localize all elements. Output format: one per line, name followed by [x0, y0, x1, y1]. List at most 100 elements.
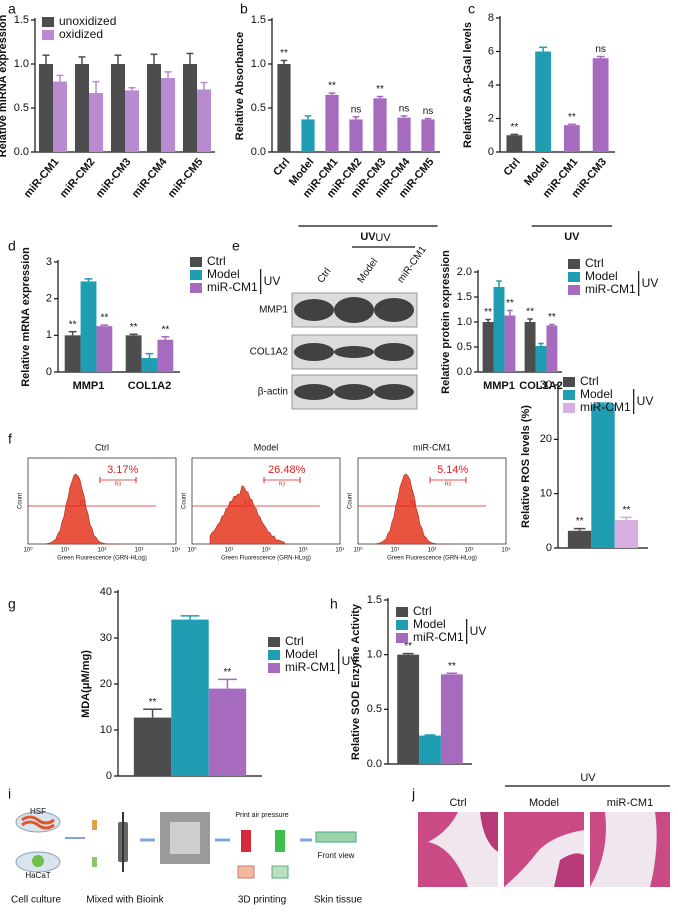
y-tick-label: 0.0 [367, 758, 382, 770]
flow-x-tick: 10⁴ [335, 547, 345, 554]
y-tick-label: 0.0 [457, 366, 472, 378]
significance: ** [568, 112, 576, 123]
step-label: Cell culture [11, 895, 61, 906]
legend-swatch [568, 285, 580, 295]
lane-label: miR-CM1 [396, 244, 429, 285]
flow-title: Ctrl [95, 442, 109, 452]
bar [506, 135, 523, 152]
y-tick-label: 20 [100, 678, 112, 690]
gate-label: R3 [279, 481, 286, 487]
y-tick-label: 1.0 [251, 58, 266, 70]
lane-label: Ctrl [316, 266, 334, 285]
panel-label: i [8, 786, 11, 802]
y-axis-label: Relative Absorbance [234, 32, 246, 140]
panel-label: g [8, 596, 16, 612]
gate-label: R3 [115, 481, 122, 487]
flow-x-tick: 10⁰ [23, 547, 33, 554]
flow-percent: 5.14% [437, 464, 468, 476]
legend-label: Model [585, 269, 618, 283]
flow-x-label: Green Fluorescence (GRN-HLog) [387, 556, 477, 562]
significance: ** [623, 505, 631, 516]
y-axis-label: Relative SOD Enzyme Activity [350, 603, 362, 760]
flow-x-tick: 10² [428, 548, 437, 554]
x-tick-label: COL1A2 [128, 380, 171, 392]
blot-band [374, 298, 414, 322]
y-tick-label: 0 [488, 146, 494, 158]
flow-x-tick: 10⁰ [187, 547, 197, 554]
x-tick-label: miR-CM2 [58, 156, 98, 200]
significance: ** [149, 697, 157, 708]
histology-uv-label: UV [580, 772, 596, 784]
significance: ** [526, 307, 534, 318]
legend-label: Model [207, 267, 240, 281]
bar [96, 326, 113, 372]
y-axis-label: Relative SA-β-Gal levels [462, 22, 474, 148]
legend-label: Model [285, 647, 318, 661]
bar [504, 315, 516, 372]
y-tick-label: 10 [100, 724, 112, 736]
bar [373, 98, 387, 152]
significance: ** [510, 122, 518, 133]
bar [110, 64, 125, 152]
row-label: MMP1 [259, 305, 288, 316]
row-label: β-actin [258, 387, 288, 398]
step-label: Mixed with Bioink [86, 895, 164, 906]
bar [349, 119, 363, 152]
x-tick-label: Ctrl [502, 156, 523, 178]
x-tick-label: MMP1 [73, 380, 105, 392]
flow-histogram [375, 473, 451, 545]
legend-swatch [563, 390, 575, 400]
legend-swatch [396, 607, 408, 617]
significance: ns [351, 104, 362, 115]
legend-swatch [563, 377, 575, 387]
significance: ** [161, 324, 169, 335]
legend-label: Model [580, 387, 613, 401]
chart: 0.0 0.5 1.0 1.5 Relative SOD Enzyme Activity… [350, 594, 486, 770]
front-label: Front view [318, 851, 355, 860]
y-tick-label: 1.5 [367, 594, 382, 606]
significance: ** [376, 84, 384, 95]
pressure-label: Print air pressure [235, 812, 288, 819]
legend-label: unoxidized [59, 14, 116, 28]
y-axis-label: Relative protein expression [440, 250, 452, 394]
bar [89, 93, 104, 152]
chart: 0 1 2 3 Relative mRNA expression ** ** MMP1 ** **… [20, 247, 280, 392]
significance: ** [130, 322, 138, 333]
bar [38, 64, 53, 152]
y-tick-label: 1.0 [457, 316, 472, 328]
y-tick-label: 30 [540, 379, 552, 391]
y-tick-label: 40 [100, 586, 112, 598]
condition-label: Model [529, 797, 559, 809]
gate-label: R3 [445, 481, 452, 487]
bar [301, 119, 315, 152]
flow-frame [27, 457, 177, 545]
significance: ** [280, 48, 288, 59]
gate-label: R2 [410, 500, 417, 506]
y-tick-label: 10 [540, 488, 552, 500]
flow-histogram [45, 473, 121, 545]
legend-label: oxidized [59, 27, 103, 41]
flow-percent: 3.17% [107, 464, 138, 476]
blot-band [374, 384, 414, 400]
legend-label: Ctrl [207, 254, 226, 268]
significance: ** [404, 641, 412, 652]
flow-x-tick: 10¹ [391, 548, 400, 554]
bar [146, 64, 161, 152]
panel-label: f [8, 431, 12, 447]
chart: 0.0 0.5 1.0 1.5 Relative miRNA expression miR… [0, 14, 215, 200]
flow-x-tick: 10¹ [61, 548, 70, 554]
legend-swatch [268, 663, 280, 673]
flow-y-label: Count [182, 493, 188, 509]
y-tick-label: 0 [106, 770, 112, 782]
bar [125, 90, 140, 152]
flow-x-tick: 10³ [465, 548, 474, 554]
y-tick-label: 0 [46, 366, 52, 378]
y-tick-label: 2 [488, 112, 494, 124]
blot-band [334, 297, 374, 323]
bar [535, 346, 547, 372]
bar [74, 64, 89, 152]
legend-swatch [268, 637, 280, 647]
significance: ** [576, 516, 584, 527]
